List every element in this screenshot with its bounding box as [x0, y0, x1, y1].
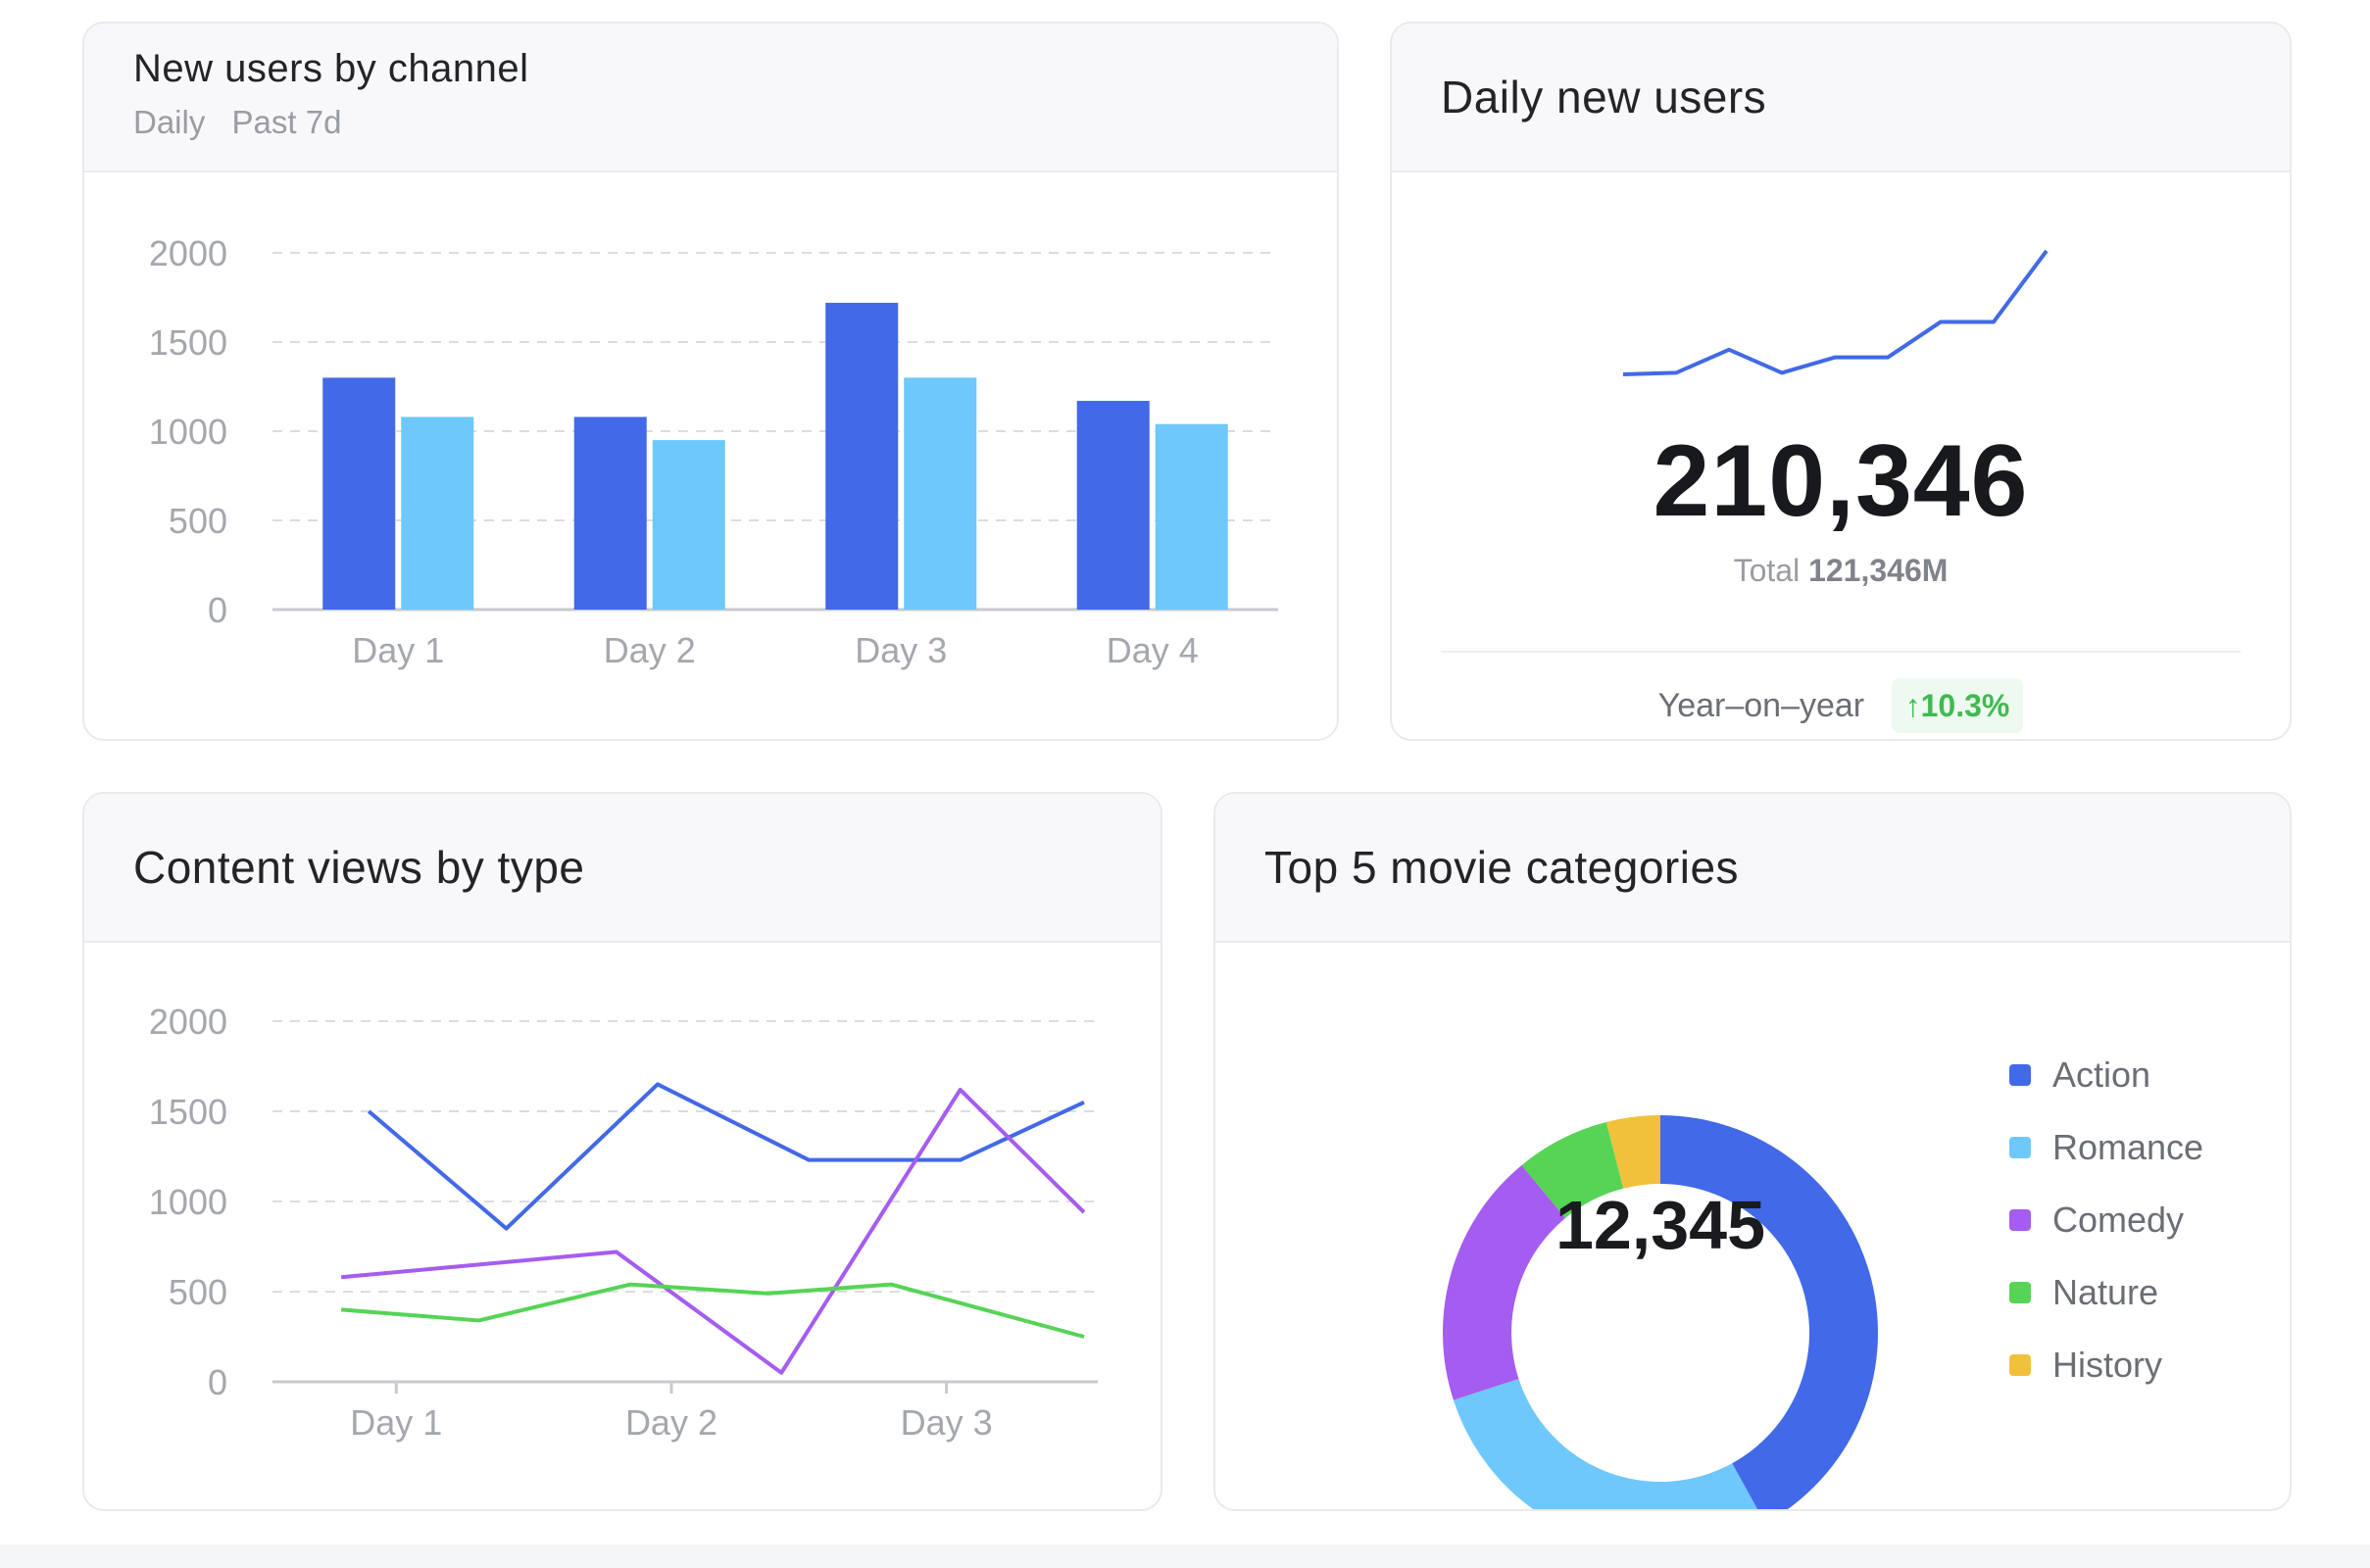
donut-slice-history	[1605, 1115, 1660, 1189]
y-tick-label: 0	[208, 1362, 227, 1402]
series-line-green	[341, 1282, 1085, 1339]
total-value: 121,346M	[1808, 553, 1949, 588]
legend-swatch	[2009, 1064, 2031, 1086]
y-tick-label: 500	[169, 1272, 227, 1312]
yoy-label: Year–on–year	[1657, 687, 1865, 724]
donut-legend: Action Romance Comedy Nature History	[2009, 1039, 2203, 1401]
bar-chart: 0 500 1000 1500 2000 Day 1 Day 2 Day 3 Day 4	[149, 233, 1278, 670]
x-tick-label: Day 1	[352, 630, 444, 670]
bar	[825, 302, 899, 610]
card-title: New users by channel	[133, 47, 529, 90]
new-users-by-channel-card: New users by channel Daily Past 7d 0 500 1…	[82, 22, 1339, 741]
card-header: Top 5 movie categories	[1215, 794, 2290, 943]
legend-swatch	[2009, 1137, 2031, 1158]
series-line-blue	[367, 1082, 1085, 1231]
divider	[1441, 651, 2241, 653]
daily-new-users-value: 210,346	[1653, 424, 2029, 538]
sparkline	[1622, 249, 2049, 376]
legend-swatch	[2009, 1282, 2031, 1303]
yoy-value: 10.3%	[1920, 688, 2010, 723]
legend-item-nature: Nature	[2009, 1256, 2203, 1329]
donut-chart	[1443, 1115, 1878, 1509]
legend-label: Comedy	[2052, 1200, 2185, 1240]
bar	[1076, 401, 1150, 610]
yoy-badge: ↑10.3%	[1891, 678, 2024, 733]
subtitle-period: Daily	[133, 104, 206, 140]
donut-center-value: 12,345	[1555, 1187, 1766, 1263]
card-title: Top 5 movie categories	[1264, 842, 1740, 893]
x-tick-label: Day 4	[1107, 630, 1199, 670]
x-tick-label: Day 1	[350, 1402, 442, 1443]
y-tick-label: 2000	[149, 233, 227, 273]
bar	[573, 416, 647, 610]
bar	[904, 377, 977, 610]
donut-slice-romance	[1453, 1378, 1757, 1509]
y-tick-label: 1500	[149, 322, 227, 363]
bar	[322, 377, 396, 610]
daily-new-users-card: Daily new users 210,346 Total 121,346M Y…	[1390, 22, 2292, 741]
y-tick-label: 2000	[149, 1002, 227, 1042]
bar	[652, 440, 725, 610]
legend-label: History	[2052, 1345, 2163, 1385]
legend-swatch	[2009, 1354, 2031, 1376]
bar	[401, 416, 474, 610]
legend-item-history: History	[2009, 1329, 2203, 1401]
y-tick-label: 1000	[149, 1182, 227, 1222]
legend-item-comedy: Comedy	[2009, 1184, 2203, 1256]
series-line-purple	[340, 1087, 1086, 1375]
legend-label: Romance	[2052, 1127, 2204, 1167]
legend-item-action: Action	[2009, 1039, 2203, 1111]
y-tick-label: 500	[169, 501, 227, 541]
bar	[1155, 423, 1228, 610]
card-header: Daily new users	[1392, 24, 2290, 172]
total-label: Total	[1733, 553, 1801, 588]
y-tick-label: 0	[208, 590, 227, 630]
sparkline-chart	[1622, 249, 2049, 376]
x-tick-label: Day 3	[855, 630, 947, 670]
card-title: Daily new users	[1441, 72, 1767, 122]
legend-swatch	[2009, 1209, 2031, 1231]
x-tick-label: Day 2	[604, 630, 696, 670]
donut-slice-comedy	[1443, 1164, 1566, 1400]
y-tick-label: 1500	[149, 1092, 227, 1132]
line-chart: 0 500 1000 1500 2000 Day 1 Day 2 Day 3	[149, 1002, 1098, 1443]
legend-item-romance: Romance	[2009, 1111, 2203, 1184]
card-header: New users by channel Daily Past 7d	[84, 24, 1337, 172]
y-tick-label: 1000	[149, 412, 227, 452]
donut-slice-action	[1660, 1115, 1878, 1509]
total-row: Total 121,346M	[1392, 553, 2290, 589]
legend-label: Action	[2052, 1054, 2151, 1095]
donut-slice-nature	[1521, 1121, 1624, 1218]
card-subtitle: Daily Past 7d	[133, 104, 359, 141]
subtitle-range: Past 7d	[231, 104, 342, 140]
x-tick-label: Day 2	[625, 1402, 717, 1443]
card-title: Content views by type	[133, 842, 585, 893]
card-header: Content views by type	[84, 794, 1160, 943]
x-tick-label: Day 3	[901, 1402, 993, 1443]
page-bottom-strip	[0, 1544, 2370, 1568]
legend-label: Nature	[2052, 1272, 2159, 1312]
arrow-up-icon: ↑	[1904, 688, 1921, 723]
year-on-year-row: Year–on–year ↑10.3%	[1392, 678, 2290, 733]
top-movie-categories-card: Top 5 movie categories 12,345 Action Roma…	[1213, 792, 2292, 1511]
content-views-by-type-card: Content views by type 0 500 1000 1500 2000 Da…	[82, 792, 1162, 1511]
